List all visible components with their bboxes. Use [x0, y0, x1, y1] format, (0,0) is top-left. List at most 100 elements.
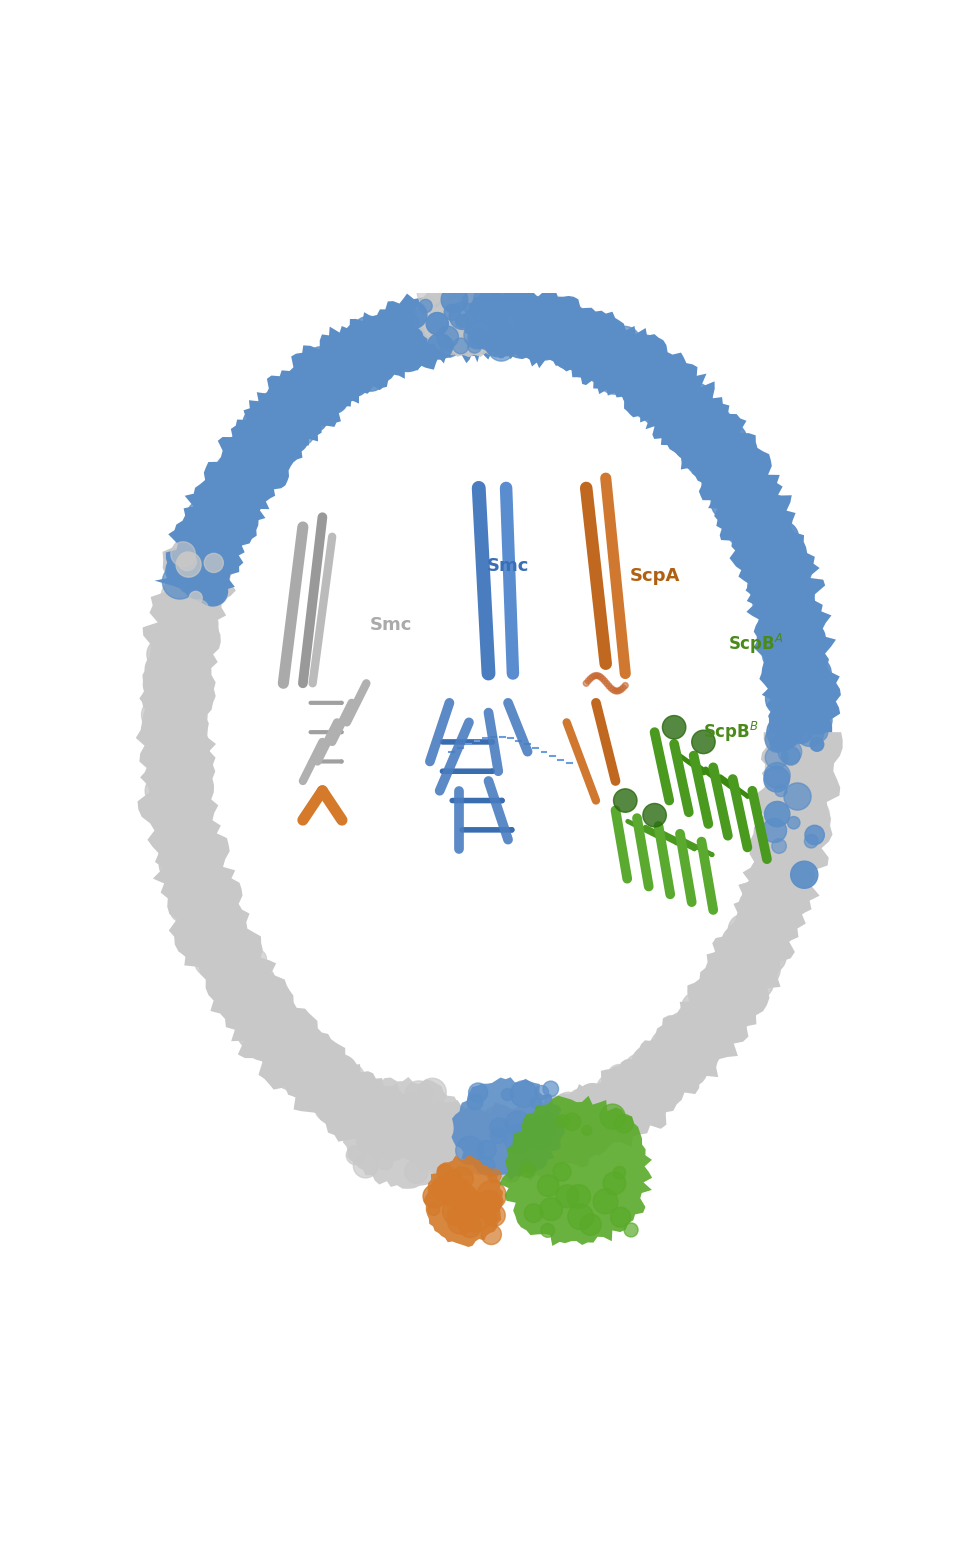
Circle shape [784, 673, 803, 692]
Circle shape [666, 1039, 682, 1054]
Circle shape [180, 717, 206, 744]
Circle shape [730, 948, 750, 967]
Circle shape [419, 306, 445, 331]
Circle shape [634, 397, 652, 414]
Circle shape [240, 956, 266, 982]
Circle shape [405, 1128, 424, 1147]
Circle shape [304, 1051, 329, 1076]
Circle shape [736, 514, 764, 540]
Circle shape [173, 883, 193, 904]
Circle shape [659, 1057, 692, 1089]
Circle shape [713, 450, 730, 467]
Circle shape [541, 311, 562, 331]
Circle shape [446, 1125, 459, 1139]
Circle shape [404, 1100, 423, 1118]
Circle shape [643, 350, 672, 380]
Circle shape [709, 948, 743, 982]
Circle shape [372, 333, 398, 358]
Circle shape [294, 384, 320, 411]
Circle shape [799, 676, 817, 695]
Circle shape [516, 319, 539, 341]
Circle shape [595, 351, 613, 369]
Circle shape [646, 1068, 662, 1086]
Circle shape [757, 867, 785, 895]
Circle shape [398, 1100, 418, 1120]
Circle shape [604, 1087, 638, 1122]
Circle shape [447, 1207, 474, 1234]
Circle shape [642, 372, 667, 397]
Circle shape [395, 1131, 416, 1151]
Circle shape [715, 984, 740, 1009]
Circle shape [177, 619, 195, 637]
Circle shape [792, 831, 821, 859]
Circle shape [447, 1131, 466, 1150]
Circle shape [270, 442, 291, 464]
Circle shape [757, 898, 783, 923]
Circle shape [186, 544, 209, 567]
Circle shape [431, 1117, 459, 1145]
Circle shape [780, 600, 815, 634]
Circle shape [236, 473, 261, 497]
Circle shape [280, 1026, 301, 1047]
Circle shape [771, 665, 791, 687]
Circle shape [614, 1167, 625, 1179]
Circle shape [419, 300, 432, 312]
Circle shape [212, 889, 228, 904]
Circle shape [667, 420, 701, 455]
Circle shape [428, 1204, 440, 1215]
Circle shape [553, 1162, 572, 1181]
Circle shape [248, 475, 269, 497]
Circle shape [732, 464, 748, 480]
Circle shape [401, 1112, 416, 1126]
Circle shape [766, 681, 800, 715]
Circle shape [355, 1087, 375, 1107]
Circle shape [445, 305, 460, 320]
Circle shape [465, 316, 494, 345]
Circle shape [717, 459, 749, 492]
Circle shape [176, 661, 200, 684]
Circle shape [482, 1225, 501, 1245]
Circle shape [542, 1112, 553, 1123]
Circle shape [601, 361, 622, 383]
Circle shape [217, 464, 238, 486]
Circle shape [233, 465, 255, 487]
Circle shape [762, 629, 791, 658]
Circle shape [442, 1184, 464, 1207]
Circle shape [219, 929, 235, 947]
Circle shape [320, 370, 338, 387]
Circle shape [514, 311, 535, 333]
Circle shape [257, 456, 281, 481]
Circle shape [660, 1076, 683, 1100]
Circle shape [592, 1084, 614, 1106]
Circle shape [314, 1070, 346, 1101]
Circle shape [768, 854, 798, 884]
Circle shape [187, 931, 221, 965]
Circle shape [197, 497, 218, 517]
Circle shape [177, 742, 211, 776]
Circle shape [434, 322, 458, 347]
Circle shape [766, 531, 781, 545]
Circle shape [405, 325, 437, 356]
Circle shape [184, 559, 216, 592]
Circle shape [806, 759, 828, 781]
Circle shape [365, 333, 392, 359]
Circle shape [613, 1076, 640, 1104]
Circle shape [364, 1095, 384, 1114]
Circle shape [595, 366, 610, 380]
Circle shape [610, 687, 616, 692]
Circle shape [623, 359, 641, 376]
Circle shape [285, 375, 306, 395]
Circle shape [308, 1065, 332, 1090]
Circle shape [310, 401, 328, 419]
Circle shape [245, 437, 262, 455]
Circle shape [387, 319, 410, 342]
Circle shape [701, 992, 724, 1014]
Circle shape [687, 1029, 705, 1048]
Circle shape [515, 308, 549, 344]
Circle shape [489, 325, 520, 355]
Circle shape [338, 345, 358, 366]
Circle shape [443, 1196, 472, 1226]
Circle shape [611, 1207, 630, 1228]
Circle shape [178, 753, 196, 773]
Circle shape [637, 1089, 666, 1118]
